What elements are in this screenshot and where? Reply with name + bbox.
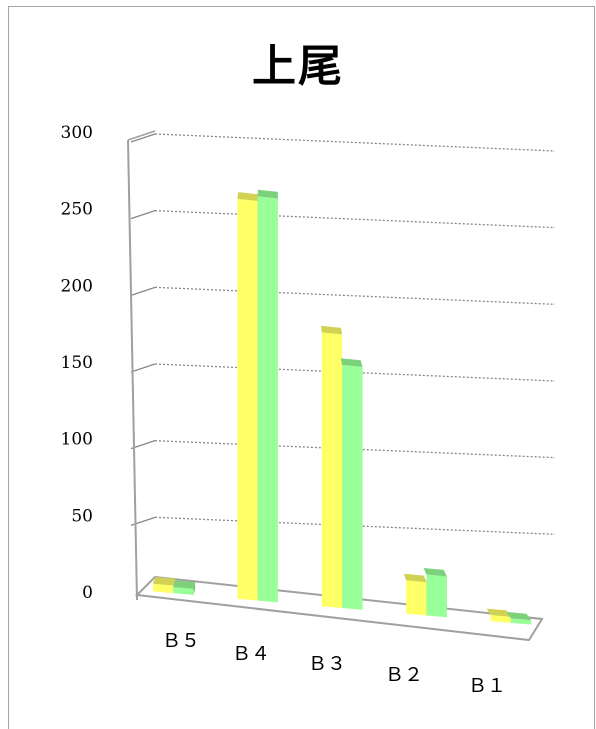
y-tick-label: 200 xyxy=(61,276,93,296)
bar-top xyxy=(340,358,363,367)
x-tick-label: Ｂ５ xyxy=(162,630,200,652)
gridline xyxy=(154,133,556,152)
bar-top xyxy=(486,608,511,617)
bar xyxy=(173,587,194,595)
side-wall-tick xyxy=(130,133,156,143)
bar xyxy=(406,580,427,616)
bar-top xyxy=(506,611,532,621)
y-tick-label: 300 xyxy=(61,123,93,143)
bar-top xyxy=(403,573,427,583)
bar-top xyxy=(237,192,259,201)
side-wall-tick xyxy=(130,210,156,220)
y-tick-label: 150 xyxy=(61,353,93,373)
x-tick-label: Ｂ３ xyxy=(308,653,346,675)
bar-top xyxy=(423,568,447,577)
bar xyxy=(510,618,532,625)
chart-title: 上尾 xyxy=(252,41,344,92)
bar-top xyxy=(173,580,196,589)
bar-side xyxy=(193,582,196,595)
chart-frame xyxy=(8,6,595,729)
side-wall-tick xyxy=(130,286,156,296)
wall-top-edge xyxy=(127,130,156,141)
bar xyxy=(257,196,278,603)
x-tick-label: Ｂ１ xyxy=(468,675,506,697)
bar-top xyxy=(257,189,278,199)
bar xyxy=(321,332,343,609)
y-axis-wall xyxy=(127,139,138,601)
gridline xyxy=(154,286,556,305)
bar-top xyxy=(320,325,343,335)
bar xyxy=(237,198,258,601)
bar xyxy=(490,615,511,623)
gridline xyxy=(154,210,556,229)
side-wall-tick xyxy=(130,363,156,373)
bar-top xyxy=(152,576,176,586)
bar xyxy=(342,364,363,610)
x-tick-label: Ｂ４ xyxy=(232,643,270,665)
y-tick-label: 0 xyxy=(82,583,93,603)
bar xyxy=(426,574,447,618)
y-tick-label: 50 xyxy=(71,506,93,526)
floor xyxy=(134,575,544,642)
y-tick-label: 100 xyxy=(61,430,93,450)
y-tick-label: 250 xyxy=(61,200,93,220)
x-tick-label: Ｂ２ xyxy=(385,664,423,686)
bar xyxy=(152,583,174,594)
